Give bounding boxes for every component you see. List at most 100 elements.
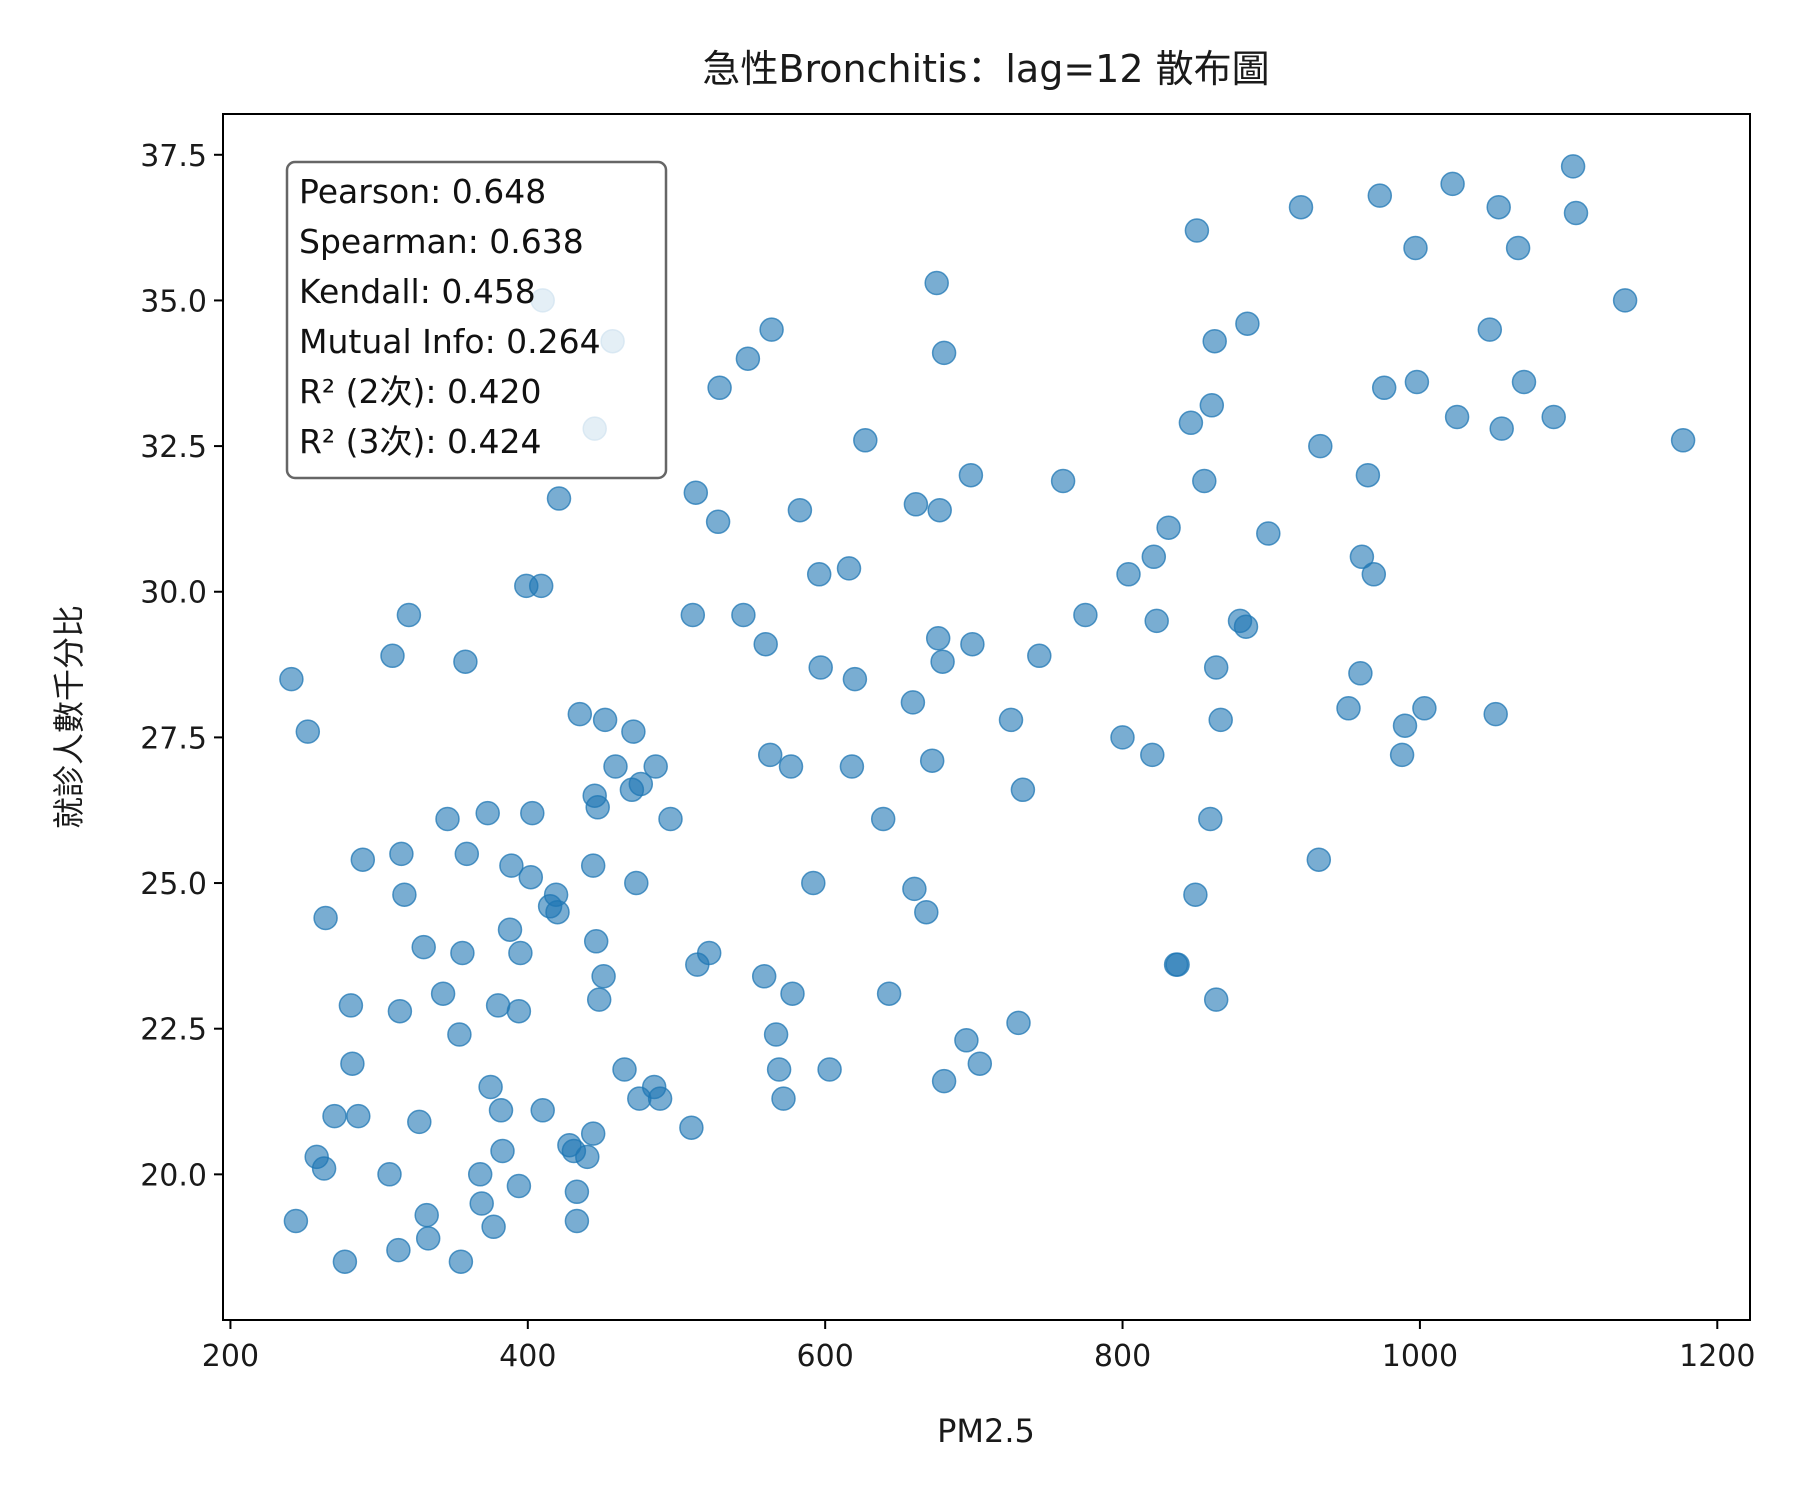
data-point-47 <box>530 1098 555 1123</box>
data-point-140 <box>1199 393 1225 418</box>
data-point-55 <box>564 1208 590 1234</box>
data-point-152 <box>1336 696 1361 721</box>
data-point-84 <box>731 602 756 628</box>
y-tick-label-5: 32.5 <box>140 430 207 465</box>
data-point-173 <box>1560 154 1586 179</box>
data-point-105 <box>876 981 902 1006</box>
data-point-13 <box>380 643 405 669</box>
data-point-29 <box>454 841 480 867</box>
data-point-22 <box>415 1226 441 1251</box>
data-point-170 <box>1505 235 1531 261</box>
data-point-86 <box>751 964 777 989</box>
data-point-31 <box>469 1191 494 1216</box>
data-point-109 <box>914 899 939 925</box>
data-point-93 <box>778 754 804 779</box>
data-point-16 <box>389 841 414 867</box>
data-point-96 <box>801 870 826 896</box>
data-point-135 <box>1178 410 1204 436</box>
stats-mutual-info: Mutual Info: 0.264 <box>299 322 601 361</box>
data-point-97 <box>806 562 832 587</box>
data-point-165 <box>1444 404 1470 430</box>
data-point-25 <box>447 1022 472 1047</box>
data-point-92 <box>771 1086 796 1111</box>
data-point-4 <box>311 1156 337 1181</box>
y-tick-label-7: 37.5 <box>140 139 207 174</box>
data-point-89 <box>759 317 784 342</box>
data-point-54 <box>564 1179 590 1205</box>
data-point-88 <box>757 742 783 768</box>
data-point-171 <box>1511 369 1537 395</box>
data-point-64 <box>591 964 616 989</box>
data-point-77 <box>679 1115 704 1140</box>
data-point-100 <box>836 556 862 581</box>
data-point-102 <box>842 666 868 692</box>
data-point-172 <box>1541 404 1566 430</box>
data-point-79 <box>683 480 709 505</box>
data-point-108 <box>903 492 929 517</box>
data-point-76 <box>658 806 683 832</box>
stats-r2-cubic: R² (3次): 0.424 <box>299 422 541 461</box>
stats-pearson: Pearson: 0.648 <box>299 172 546 211</box>
x-tick-label-2: 600 <box>797 1339 854 1374</box>
data-point-58 <box>580 1121 606 1146</box>
data-point-27 <box>450 940 475 966</box>
y-tick-label-6: 35.0 <box>140 284 207 319</box>
data-point-104 <box>870 806 896 832</box>
data-point-87 <box>753 631 778 657</box>
data-point-18 <box>396 602 422 628</box>
data-point-169 <box>1489 416 1514 441</box>
data-point-95 <box>787 497 813 523</box>
data-point-161 <box>1403 235 1428 261</box>
data-point-78 <box>680 602 706 628</box>
data-point-141 <box>1202 328 1227 354</box>
data-point-127 <box>1110 725 1135 750</box>
data-point-120 <box>967 1051 993 1076</box>
data-point-121 <box>998 707 1024 733</box>
data-point-82 <box>705 509 731 535</box>
data-point-103 <box>853 428 878 453</box>
x-tick-label-1: 400 <box>499 1339 556 1374</box>
data-point-146 <box>1233 614 1259 639</box>
data-point-1 <box>295 719 321 744</box>
data-point-17 <box>392 882 417 907</box>
data-point-69 <box>621 719 646 744</box>
data-point-42 <box>508 940 533 966</box>
ticks-layer: 200 400 600 800 1000 1200 20.0 22.5 25.0 27.5 30.0… <box>140 139 1755 1374</box>
data-point-26 <box>448 1249 474 1274</box>
y-tick-label-3: 27.5 <box>140 721 207 756</box>
y-tick-label-2: 25.0 <box>140 867 207 902</box>
data-point-116 <box>931 1068 957 1094</box>
x-tick-label-4: 1000 <box>1382 1339 1458 1374</box>
data-point-56 <box>567 701 593 727</box>
data-point-65 <box>592 707 618 733</box>
data-point-15 <box>387 998 413 1024</box>
data-point-0 <box>279 666 304 692</box>
data-point-132 <box>1156 515 1181 540</box>
data-point-98 <box>808 655 833 680</box>
x-axis-label: PM2.5 <box>937 1412 1035 1450</box>
data-point-123 <box>1010 777 1036 803</box>
data-point-10 <box>346 1103 371 1129</box>
data-point-153 <box>1348 661 1373 686</box>
data-point-138 <box>1192 468 1217 494</box>
data-point-6 <box>322 1103 347 1129</box>
data-point-114 <box>930 649 955 674</box>
data-point-24 <box>435 806 460 832</box>
data-point-62 <box>585 795 610 820</box>
data-point-155 <box>1355 462 1381 488</box>
data-point-75 <box>647 1086 673 1111</box>
x-tick-label-5: 1200 <box>1679 1339 1755 1374</box>
chart-title: 急性Bronchitis：lag=12 散布圖 <box>702 47 1269 91</box>
data-point-168 <box>1486 194 1511 220</box>
data-point-51 <box>546 486 572 511</box>
data-point-111 <box>924 270 949 296</box>
data-point-19 <box>407 1109 432 1135</box>
data-point-40 <box>506 1173 532 1199</box>
data-point-110 <box>919 748 945 773</box>
data-point-160 <box>1392 713 1418 738</box>
stats-legend-box: Pearson: 0.648 Spearman: 0.638 Kendall: … <box>285 160 668 480</box>
data-point-167 <box>1483 701 1508 727</box>
x-tick-label-3: 800 <box>1094 1339 1151 1374</box>
stats-r2-quadratic: R² (2次): 0.420 <box>299 372 541 411</box>
